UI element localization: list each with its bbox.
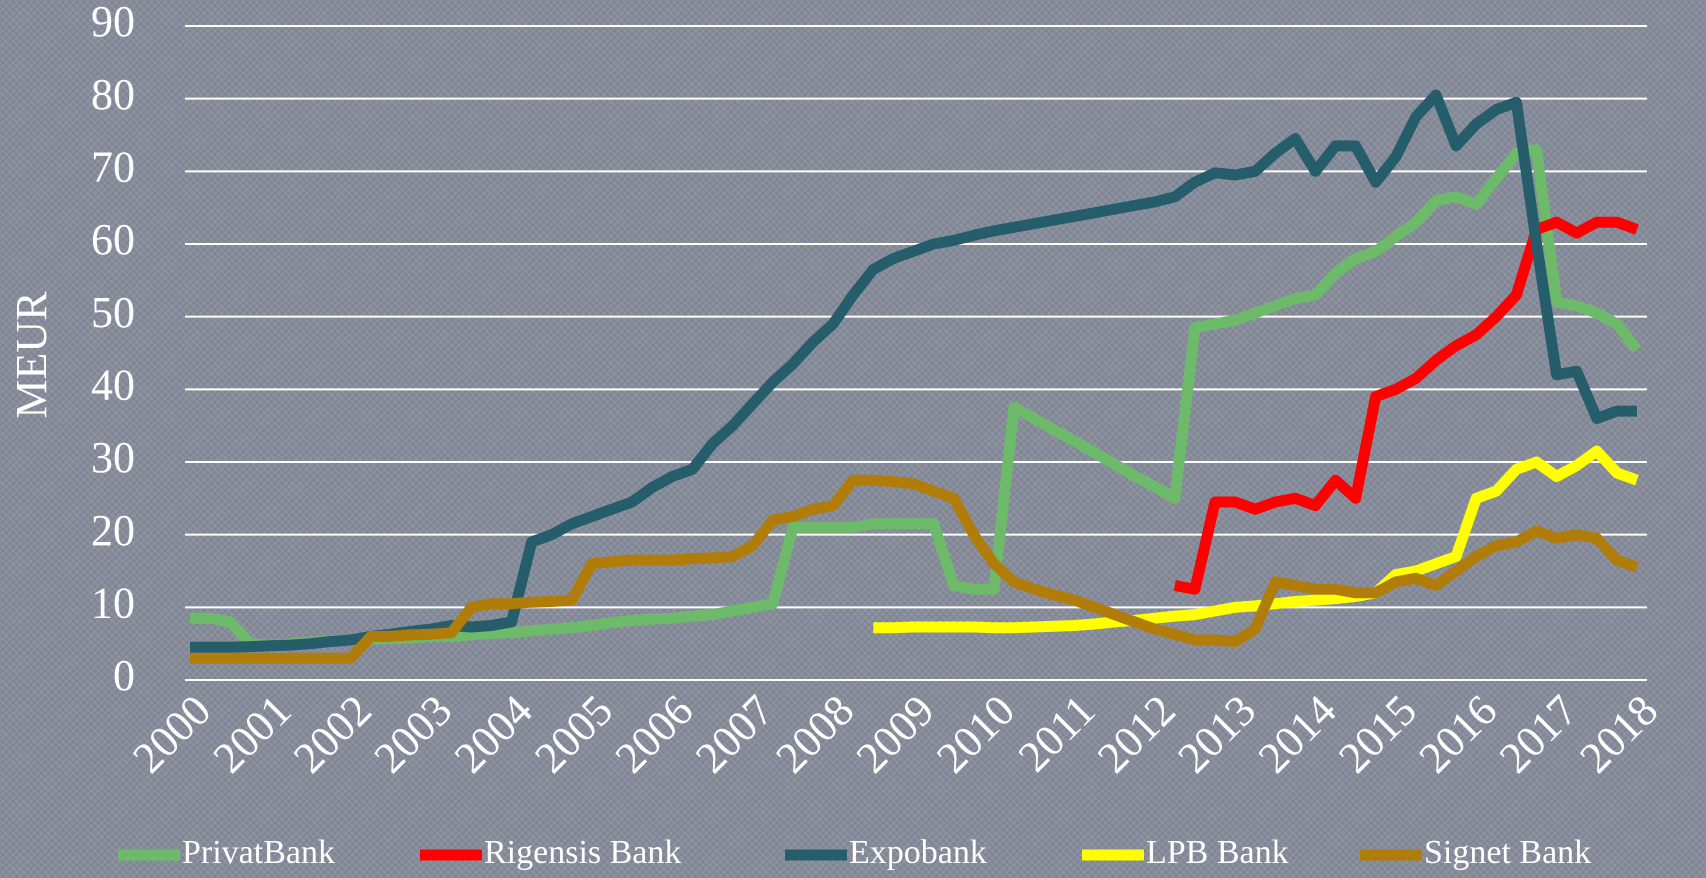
y-tick-label: 20 [91,506,135,555]
legend-label: Signet Bank [1424,834,1591,871]
series-line [873,445,1639,634]
series-line [190,474,1639,664]
x-tick-label: 2001 [204,686,301,783]
x-tick-label: 2012 [1088,686,1185,783]
y-tick-label: 60 [91,215,135,264]
x-tick-label: 2014 [1249,686,1346,783]
x-tick-label: 2004 [445,686,542,783]
x-tick-label: 2017 [1490,686,1587,783]
x-tick-label: 2002 [284,686,381,783]
x-tick-label: 2008 [766,686,863,783]
series-line [1173,216,1639,595]
legend-label: Rigensis Bank [484,834,681,871]
y-tick-label: 0 [113,651,135,700]
x-tick-label: 2009 [847,686,944,783]
y-tick-label: 50 [91,288,135,337]
legend-label: PrivatBank [182,834,335,871]
x-tick-label: 2015 [1329,686,1426,783]
x-tick-label: 2010 [927,686,1024,783]
x-tick-label: 2000 [123,686,220,783]
y-tick-label: 10 [91,578,135,627]
legend-label: LPB Bank [1146,834,1289,871]
legend-label: Expobank [849,834,987,871]
x-tick-label: 2013 [1168,686,1265,783]
x-tick-label: 2007 [686,686,783,783]
y-tick-label: 70 [91,142,135,191]
y-tick-label: 30 [91,433,135,482]
x-tick-label: 2018 [1570,686,1667,783]
x-tick-label: 2011 [1009,686,1105,782]
y-tick-label: 80 [91,70,135,119]
x-tick-label: 2005 [525,686,622,783]
y-tick-label: 40 [91,360,135,409]
x-tick-label: 2003 [365,686,462,783]
y-tick-label: 90 [91,0,135,46]
x-tick-label: 2006 [606,686,703,783]
y-axis-label: MEUR [7,291,56,419]
x-tick-label: 2016 [1410,686,1507,783]
